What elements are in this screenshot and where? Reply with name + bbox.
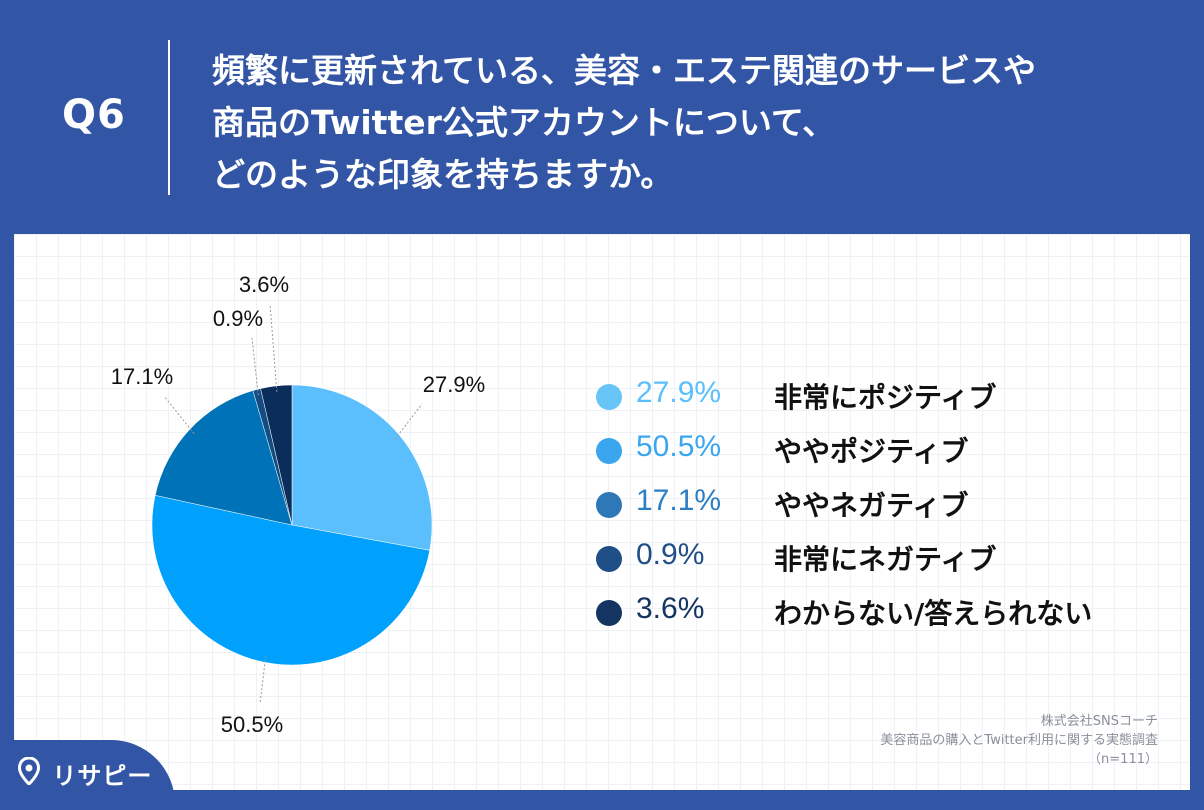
question-text: 頻繁に更新されている、美容・エステ関連のサービスや 商品のTwitter公式アカ… xyxy=(212,45,1172,201)
slice-label: 27.9% xyxy=(423,372,485,397)
legend-percent: 50.5% xyxy=(636,430,722,463)
slice-label: 0.9% xyxy=(213,306,263,331)
legend-percent: 27.9% xyxy=(636,376,722,409)
logo-background xyxy=(0,740,175,810)
legend-label: 非常にネガティブ xyxy=(774,543,997,576)
question-line-1: 頻繁に更新されている、美容・エステ関連のサービスや xyxy=(212,51,1037,90)
header-divider xyxy=(168,40,170,195)
pie-chart: 27.9% 50.5% 17.1% 0.9% 3.6% xyxy=(111,272,485,737)
source-note: 株式会社SNSコーチ 美容商品の購入とTwitter利用に関する実態調査 （n=… xyxy=(880,712,1158,769)
slice-label: 17.1% xyxy=(111,364,173,389)
leader-line xyxy=(259,656,267,705)
legend-percent: 17.1% xyxy=(636,484,722,517)
leader-line xyxy=(163,395,195,434)
question-line-2: 商品のTwitter公式アカウントについて、 xyxy=(212,103,836,142)
source-sample: （n=111） xyxy=(1088,752,1158,767)
source-survey: 美容商品の購入とTwitter利用に関する実態調査 xyxy=(880,733,1158,748)
legend-dot-icon xyxy=(596,384,622,410)
chart-panel: 27.9% 50.5% 17.1% 0.9% 3.6% 27.9% 非常にポジティブ 5… xyxy=(14,234,1190,790)
question-number: Q6 xyxy=(62,92,126,138)
legend-dot-icon xyxy=(596,492,622,518)
leader-line xyxy=(251,337,259,396)
legend-label: ややネガティブ xyxy=(774,489,969,522)
legend-percent: 0.9% xyxy=(636,538,705,571)
pie-slice xyxy=(154,390,293,526)
slice-label: 3.6% xyxy=(239,272,289,297)
leader-line xyxy=(394,403,423,440)
header: Q6 頻繁に更新されている、美容・エステ関連のサービスや 商品のTwitter公… xyxy=(0,0,1204,232)
leader-line xyxy=(269,303,278,392)
legend-dot-icon xyxy=(596,600,622,626)
legend-label: ややポジティブ xyxy=(774,435,969,468)
pie-slice xyxy=(291,384,433,551)
legend-percent: 3.6% xyxy=(636,592,705,625)
slice-label: 50.5% xyxy=(221,712,283,737)
legend-dot-icon xyxy=(596,438,622,464)
source-company: 株式会社SNSコーチ xyxy=(1040,714,1158,729)
pin-icon xyxy=(17,755,41,791)
legend-label: 非常にポジティブ xyxy=(774,381,997,414)
legend-dot-icon xyxy=(596,546,622,572)
question-line-3: どのような印象を持ちますか。 xyxy=(212,155,674,194)
logo-text: リサピー xyxy=(52,762,153,790)
brand-logo: リサピー xyxy=(17,755,153,791)
legend-label: わからない/答えられない xyxy=(774,597,1093,630)
